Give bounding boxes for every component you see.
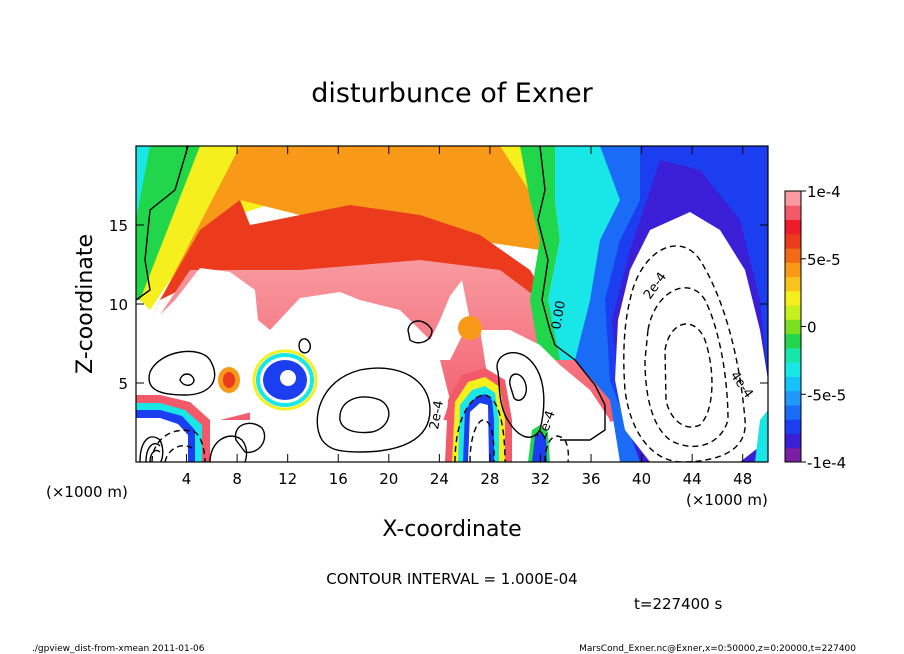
y-tick-label: 10	[109, 296, 128, 314]
x-tick-label: 8	[232, 470, 242, 488]
x-tick-label: 16	[329, 470, 348, 488]
colorbar-swatch	[785, 333, 801, 349]
colorbar-swatch	[785, 319, 801, 335]
colorbar-swatch	[785, 419, 801, 434]
time-stamp: t=227400 s	[634, 595, 722, 613]
contour-dashed	[151, 245, 746, 462]
x-tick-label: 4	[182, 470, 192, 488]
colorbar-swatch	[785, 376, 801, 392]
y-tick-label: 5	[118, 375, 128, 393]
colorbar-swatch	[785, 290, 801, 306]
colorbar-swatch	[785, 262, 801, 278]
contour-lines	[136, 146, 606, 462]
colorbar-tick-label: -1e-4	[807, 454, 846, 472]
band-green-mid	[520, 146, 560, 360]
white-region-mid	[200, 352, 450, 462]
x-tick-label: 24	[430, 470, 449, 488]
footer-right: MarsCond_Exner.nc@Exner,x=0:50000,z=0:20…	[579, 644, 856, 654]
x-tick-label: 12	[278, 470, 297, 488]
colorbar-swatch	[785, 390, 801, 406]
y-tick-label: 15	[109, 217, 128, 235]
colorbar-swatch	[785, 404, 801, 420]
colorbar-swatch	[785, 433, 801, 449]
x-tick-label: 40	[632, 470, 651, 488]
blob-white-12	[280, 370, 296, 386]
colorbar-tick-label: 0	[807, 319, 817, 337]
colorbar-swatch	[785, 362, 801, 377]
x-tick-label: 28	[480, 470, 499, 488]
colorbar-swatch	[785, 205, 801, 221]
contour-label: 0.00	[549, 300, 569, 331]
blob-cyan-12	[256, 353, 314, 407]
x-axis: 4 8 12 16 20 24 28 32 36 40 44 48	[182, 146, 752, 488]
band-orange	[150, 146, 545, 320]
colorbar-ticks: 1e-4 5e-5 0 -5e-5 -1e-4	[801, 183, 846, 472]
blob-yellow-12	[252, 349, 318, 411]
colorbar-swatch	[785, 305, 801, 320]
colorbar-swatch	[785, 276, 801, 292]
blob-right-edge	[755, 410, 768, 462]
contour-zero	[537, 146, 606, 441]
colorbar-swatch	[785, 347, 801, 363]
x-axis-label: X-coordinate	[382, 517, 521, 542]
x-tick-label: 48	[733, 470, 752, 488]
plot-area: 0.00 2e-4 2e-4 2e-4 4e-4	[136, 146, 768, 462]
y-axis-label: Z-coordinate	[73, 234, 98, 374]
contour-interval: CONTOUR INTERVAL = 1.000E-04	[326, 570, 577, 588]
blob-orange-26	[458, 316, 482, 340]
colorbar-tick-label: -5e-5	[807, 386, 846, 404]
colorbar-tick-label: 1e-4	[807, 183, 841, 201]
x-tick-label: 20	[379, 470, 398, 488]
x-tick-label: 32	[531, 470, 550, 488]
x-tick-label: 44	[683, 470, 702, 488]
colorbar-swatch	[785, 248, 801, 263]
colorbar-swatch	[785, 191, 801, 206]
colorbar-swatch	[785, 219, 801, 235]
contour-label: 2e-4	[427, 399, 447, 430]
colorbar-swatch	[785, 233, 801, 249]
y-axis-unit: (×1000 m)	[46, 483, 128, 501]
band-cyan-mid	[548, 146, 640, 360]
footer-left: ./gpview_dist-from-xmean 2011-01-06	[32, 644, 205, 654]
white-region-right	[615, 212, 768, 462]
white-region-core	[480, 330, 610, 445]
colorbar	[785, 191, 801, 463]
y-axis: 5 10 15	[109, 217, 768, 393]
x-tick-label: 36	[581, 470, 600, 488]
colorbar-swatch	[785, 447, 801, 463]
chart-title: disturbunce of Exner	[311, 78, 593, 109]
colorbar-tick-label: 5e-5	[807, 251, 841, 269]
blob-red-8	[223, 372, 235, 388]
x-axis-unit: (×1000 m)	[686, 491, 768, 509]
